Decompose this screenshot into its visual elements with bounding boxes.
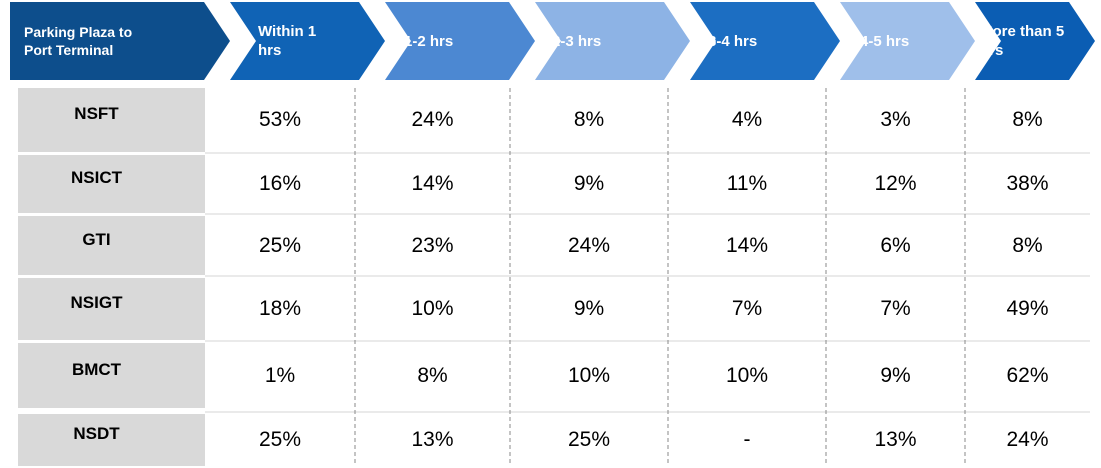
cell-value: 1% xyxy=(264,363,296,387)
cell-value: 7% xyxy=(880,297,911,320)
header-label: 4-5 hrs xyxy=(860,32,910,50)
cell-value: 38% xyxy=(1006,172,1049,195)
cell-value: 14% xyxy=(725,233,769,257)
row-label-cell xyxy=(18,155,205,213)
header-label: 2-3 hrs xyxy=(552,32,602,50)
cell-value: 13% xyxy=(874,428,917,451)
header-label: Within 1 hrs xyxy=(258,23,317,59)
header-chevron xyxy=(230,2,385,80)
cell-value: 11% xyxy=(726,172,768,195)
cell-value: 25% xyxy=(258,233,302,257)
cell-value: 8% xyxy=(417,363,448,387)
row-label: BMCT xyxy=(71,359,122,379)
cell-value: 8% xyxy=(573,108,605,131)
cell-value: 10% xyxy=(411,297,454,320)
header-chevron xyxy=(10,2,230,80)
header-chevron xyxy=(840,2,975,80)
header-label: 1-2 hrs xyxy=(404,32,454,50)
cell-value: 6% xyxy=(880,233,911,257)
cell-value: 8% xyxy=(1012,108,1043,131)
header-label: More than 5 hrs xyxy=(980,23,1065,59)
header-chevron xyxy=(385,2,535,80)
cell-value: 24% xyxy=(411,108,454,131)
cell-value: 49% xyxy=(1006,297,1049,320)
cell-value: 8% xyxy=(1012,233,1043,257)
cell-value: 7% xyxy=(731,297,763,320)
header-label: Parking Plaza to Port Terminal xyxy=(24,24,133,58)
cell-value: 16% xyxy=(258,172,302,195)
header-chevron xyxy=(690,2,840,80)
cell-value: 10% xyxy=(725,363,769,387)
cell-value: 10% xyxy=(567,363,611,387)
row-label-cell xyxy=(18,88,205,152)
cell-value: 53% xyxy=(258,108,302,131)
row-label-cell xyxy=(18,216,205,275)
cell-value: 25% xyxy=(258,428,302,451)
cell-value: - xyxy=(743,428,751,451)
row-label: NSICT xyxy=(71,168,122,187)
row-label-cell xyxy=(18,414,205,466)
cell-value: 62% xyxy=(1006,363,1049,387)
header-chevron xyxy=(975,2,1095,80)
cell-value: 9% xyxy=(573,297,605,320)
cell-value: 12% xyxy=(874,172,917,195)
cell-value: 18% xyxy=(258,297,302,320)
cell-value: 23% xyxy=(411,233,454,257)
cell-value: 24% xyxy=(567,233,611,257)
cell-value: 14% xyxy=(411,172,454,195)
row-label: NSIGT xyxy=(70,293,123,312)
cell-value: 24% xyxy=(1006,428,1049,451)
header-label: 3-4 hrs xyxy=(708,32,758,50)
row-label-cell xyxy=(18,278,205,340)
row-label: GTI xyxy=(82,229,111,249)
cell-value: 9% xyxy=(573,172,605,195)
header-chevron xyxy=(535,2,690,80)
cell-value: 13% xyxy=(411,428,454,451)
row-label: NSDT xyxy=(73,424,120,443)
row-label: NSFT xyxy=(74,104,119,123)
cell-value: 3% xyxy=(880,108,911,131)
row-label-cell xyxy=(18,343,205,408)
cell-value: 4% xyxy=(731,108,763,131)
cell-value: 9% xyxy=(880,363,911,387)
cell-value: 25% xyxy=(567,428,611,451)
